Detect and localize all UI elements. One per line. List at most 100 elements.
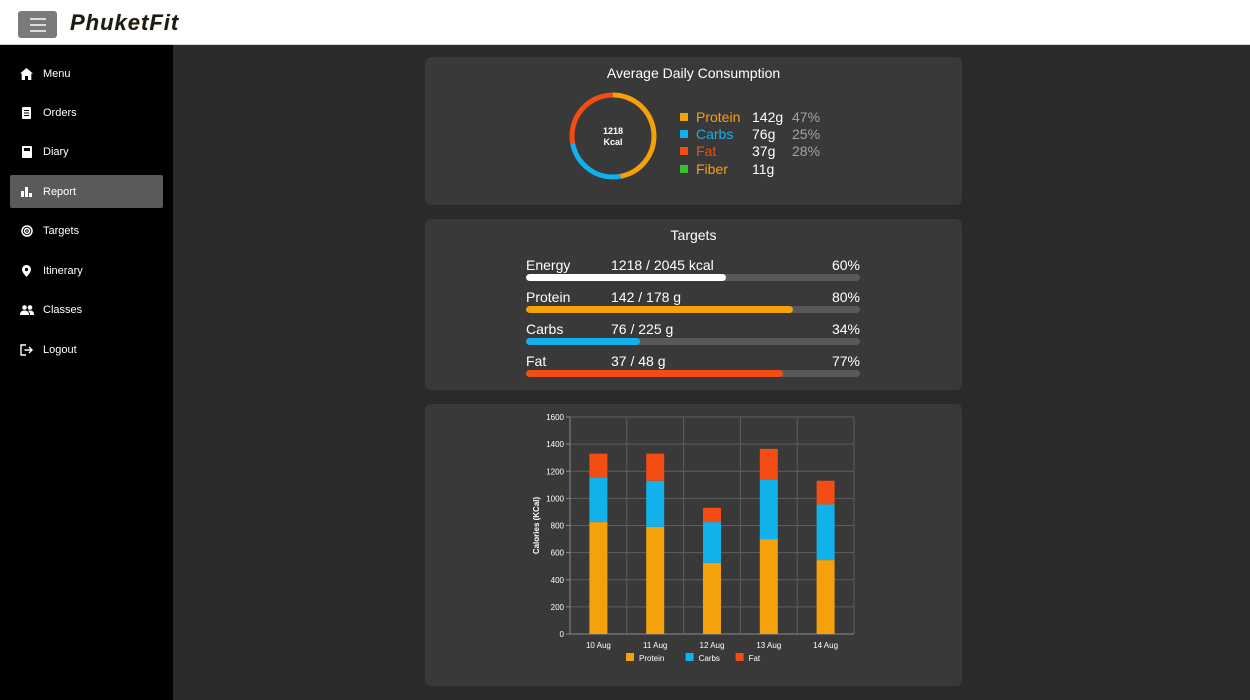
document-icon [10,106,43,119]
bar-segment-protein [703,562,721,634]
bar-segment-fat [816,480,835,505]
brand-logo[interactable]: PhuketFit [70,10,180,35]
kcal-unit: Kcal [603,137,622,147]
macro-legend-fiber: Fiber 11g [680,161,792,177]
bar-segment-fat [646,453,665,481]
calories-bar-chart: 0 200 400 600 800 1000 1200 1400 1600 10 Aug 11 Au… [532,413,855,663]
target-name: Energy [526,257,571,273]
progress-track [526,274,860,281]
sidebar-item-label: Targets [43,224,80,237]
sidebar-item-label: Menu [43,67,71,80]
macro-name: Fiber [696,161,728,177]
y-tick-label: 1200 [546,467,564,476]
calorie-donut-chart: 1218 Kcal [569,92,657,180]
sidebar-item-diary[interactable]: Diary [10,135,163,168]
target-percent: 80% [831,289,860,305]
fat-swatch [680,147,688,155]
macro-name: Carbs [696,126,734,142]
target-name: Protein [526,289,571,305]
hamburger-line [29,29,46,32]
target-value: 76 / 225 g [611,321,674,337]
hamburger-line [29,17,46,20]
sidebar-item-label: Logout [43,343,77,356]
sidebar-item-itinerary[interactable]: Itinerary [10,254,163,287]
sidebar-item-classes[interactable]: Classes [10,293,163,326]
logout-icon [10,343,43,356]
progress-track [526,338,860,345]
macro-legend-carbs: Carbs 76g 25% [680,126,820,142]
targets-title: Targets [670,227,717,243]
progress-fill-carbs [526,338,640,345]
progress-track [526,306,860,313]
target-row-energy: Energy 1218 / 2045 kcal 60% [526,257,860,285]
target-value: 37 / 48 g [611,353,666,369]
sidebar-item-targets[interactable]: Targets [10,214,163,247]
macro-grams: 142g [752,109,784,125]
sidebar: Menu Orders Diary Report Targets Itinera… [0,45,173,700]
macro-grams: 37g [752,143,776,159]
x-tick-label: 12 Aug [700,641,725,650]
sidebar-item-report[interactable]: Report [10,175,163,208]
hamburger-menu-button[interactable] [18,11,57,38]
legend-label-protein: Protein [639,654,664,663]
sidebar-item-label: Report [43,185,77,198]
macro-legend-fat: Fat 37g 28% [680,143,820,159]
bar-segment-carbs [589,477,608,523]
fiber-swatch [680,165,688,173]
bar-segment-protein [589,522,608,634]
legend-label-carbs: Carbs [699,654,720,663]
progress-fill-fat [526,370,784,377]
consumption-card: Average Daily Consumption [425,57,962,205]
target-value: 142 / 178 g [611,289,682,305]
x-tick-label: 14 Aug [813,641,838,650]
bar-segment-protein [646,526,665,634]
targets-card: Targets [425,219,962,390]
progress-fill-protein [526,306,794,313]
target-icon [10,224,43,237]
y-tick-label: 600 [551,549,565,558]
progress-fill-energy [526,274,727,281]
hamburger-line [29,23,46,26]
macro-percent: 28% [792,143,821,159]
x-tick-label: 11 Aug [643,641,667,650]
target-name: Fat [526,353,547,369]
progress-track [526,370,860,377]
y-tick-label: 400 [551,576,565,585]
sidebar-item-label: Orders [43,106,77,119]
sidebar-item-menu[interactable]: Menu [10,57,163,90]
book-icon [10,145,43,158]
bar-segment-fat [589,453,608,478]
y-tick-label: 1000 [546,494,564,503]
carbs-swatch [680,130,688,138]
bar-segment-fat [759,448,778,480]
target-name: Carbs [526,321,564,337]
y-tick-label: 800 [551,522,565,531]
x-tick-label: 10 Aug [586,641,611,650]
x-tick-label: 13 Aug [756,641,781,650]
target-row-carbs: Carbs 76 / 225 g 34% [526,321,860,349]
legend-swatch-carbs [685,653,694,661]
target-value: 1218 / 2045 kcal [611,257,714,273]
y-tick-label: 200 [551,603,565,612]
sidebar-item-orders[interactable]: Orders [10,96,163,129]
macro-name: Fat [696,143,717,159]
bar-segment-protein [759,539,778,634]
y-axis-label: Calories (KCal) [532,496,541,554]
consumption-title: Average Daily Consumption [606,65,781,81]
macro-grams: 11g [752,161,775,177]
bar-segment-carbs [703,522,721,563]
sidebar-item-label: Classes [43,303,83,316]
legend-label-fat: Fat [749,654,761,663]
macro-legend-protein: Protein 142g 47% [680,109,820,125]
bar-chart-icon [10,186,43,197]
bar-segment-fat [703,507,721,523]
people-icon [10,304,43,315]
y-tick-label: 0 [560,630,565,639]
target-percent: 60% [831,257,860,273]
sidebar-item-label: Itinerary [43,264,83,277]
protein-swatch [680,113,688,121]
top-bar: PhuketFit [0,0,1250,45]
legend-swatch-fat [735,653,744,661]
sidebar-item-label: Diary [43,145,69,158]
sidebar-item-logout[interactable]: Logout [10,333,163,366]
